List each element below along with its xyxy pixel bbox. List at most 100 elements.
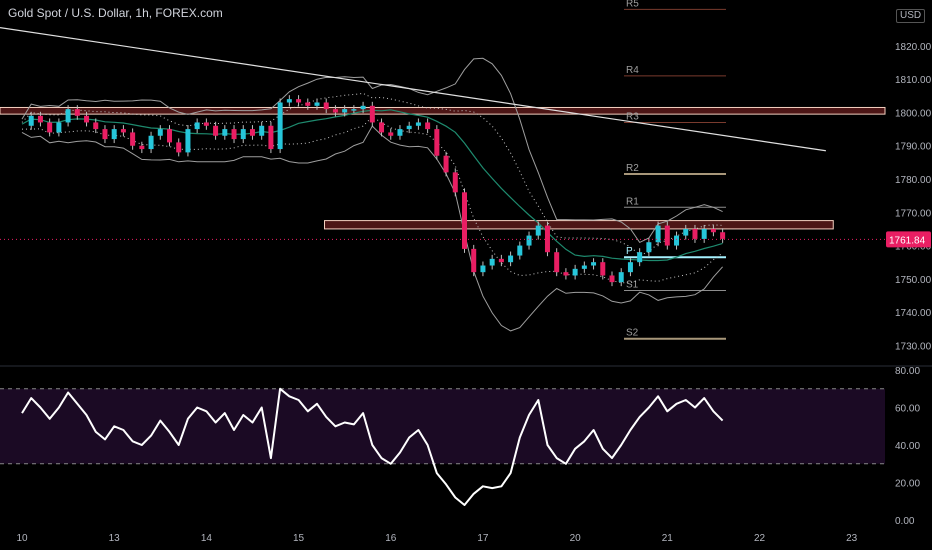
time-axis-tick: 15 [293, 533, 305, 544]
time-axis-tick: 10 [16, 533, 28, 544]
candle-body [655, 225, 661, 243]
time-axis-tick: 22 [754, 533, 766, 544]
rsi-axis-tick: 40.00 [895, 441, 920, 452]
candle-body [56, 122, 62, 133]
candle-body [231, 129, 237, 140]
candle-body [434, 129, 440, 156]
candle-body [323, 102, 329, 110]
pivot-label: R3 [626, 111, 639, 122]
candle-body [185, 129, 191, 153]
candle-body [646, 242, 652, 253]
candle-body [360, 105, 366, 110]
time-axis-tick: 16 [385, 533, 397, 544]
candle-body [388, 132, 394, 136]
descending-trendline [0, 27, 826, 152]
candle-body [84, 115, 90, 123]
candle-body [305, 102, 311, 106]
candle-body [480, 265, 486, 273]
price-axis-tick: 1770.00 [895, 208, 932, 219]
candle-body [674, 235, 680, 246]
candle-body [157, 129, 163, 136]
candle-body [701, 228, 707, 239]
candle-body [508, 255, 514, 263]
last-price-badge [886, 231, 931, 248]
time-axis-tick: 13 [109, 533, 121, 544]
candle-body [544, 225, 550, 253]
candle-body [415, 122, 421, 126]
candle-body [277, 102, 283, 150]
candle-body [203, 122, 209, 126]
pivot-label: R4 [626, 65, 639, 76]
candle-body [167, 129, 172, 143]
candle-body [379, 122, 385, 133]
candle-body [609, 275, 615, 283]
bollinger-upper-band [21, 57, 723, 244]
candle-body [111, 129, 117, 140]
candle-body [296, 99, 302, 103]
candle-body [369, 105, 375, 123]
resistance-zone [0, 106, 886, 115]
candle-body [286, 99, 292, 103]
time-axis-tick: 21 [662, 533, 674, 544]
candle-body [120, 129, 126, 133]
candle-body [517, 245, 523, 256]
price-axis-tick: 1790.00 [895, 142, 932, 153]
candle-body [710, 228, 716, 233]
rsi-band [0, 388, 885, 464]
candle-body [452, 172, 458, 193]
price-axis-tick: 1750.00 [895, 275, 932, 286]
pivot-label: R5 [626, 0, 639, 9]
rsi-axis-tick: 80.00 [895, 366, 920, 377]
candle-body [572, 268, 578, 276]
candle-body [627, 262, 633, 273]
candle-body [618, 272, 624, 283]
candle-body [240, 129, 246, 140]
rsi-axis-tick: 20.00 [895, 479, 920, 490]
candle-body [47, 122, 53, 133]
price-axis-tick: 1800.00 [895, 108, 932, 119]
price-axis-tick: 1730.00 [895, 341, 932, 352]
time-axis-tick: 14 [201, 533, 213, 544]
rsi-axis-tick: 60.00 [895, 404, 920, 415]
candle-body [683, 228, 689, 236]
candle-body [591, 262, 597, 266]
last-price-label: 1761.84 [889, 235, 926, 246]
candle-body [462, 192, 467, 249]
candle-body [65, 109, 71, 123]
candle-body [406, 125, 412, 130]
chart-title: Gold Spot / U.S. Dollar, 1h, FOREX.com [8, 6, 223, 20]
candle-body [443, 155, 449, 173]
rsi-line [21, 387, 724, 506]
candle-body [581, 265, 587, 269]
candle-body [498, 258, 504, 263]
candle-body [259, 125, 265, 136]
candle-body [600, 262, 606, 276]
candle-body [194, 122, 200, 130]
moving-average-line [21, 109, 723, 262]
candle-body [425, 122, 431, 130]
candle-body [268, 125, 274, 150]
candle-body [148, 135, 154, 150]
candle-body [664, 225, 670, 246]
candle-body [176, 142, 182, 153]
candle-body [130, 132, 136, 146]
candle-body [563, 272, 569, 276]
price-axis-tick: 1780.00 [895, 175, 932, 186]
currency-badge[interactable]: USD [896, 9, 926, 23]
price-axis-tick: 1740.00 [895, 308, 932, 319]
candle-body [332, 109, 338, 113]
candle-body [535, 225, 541, 236]
candle-body [249, 129, 255, 136]
candle-body [314, 102, 320, 106]
candle-body [93, 122, 99, 130]
candle-body [213, 125, 219, 136]
price-axis-tick: 1810.00 [895, 75, 932, 86]
pivot-label: P [626, 246, 633, 257]
candle-body [637, 252, 643, 263]
candle-body [139, 145, 145, 150]
pivot-label: R1 [626, 196, 639, 207]
candle-body [37, 115, 43, 123]
pivot-label: R2 [626, 163, 639, 174]
rsi-axis-tick: 0.00 [895, 516, 915, 527]
